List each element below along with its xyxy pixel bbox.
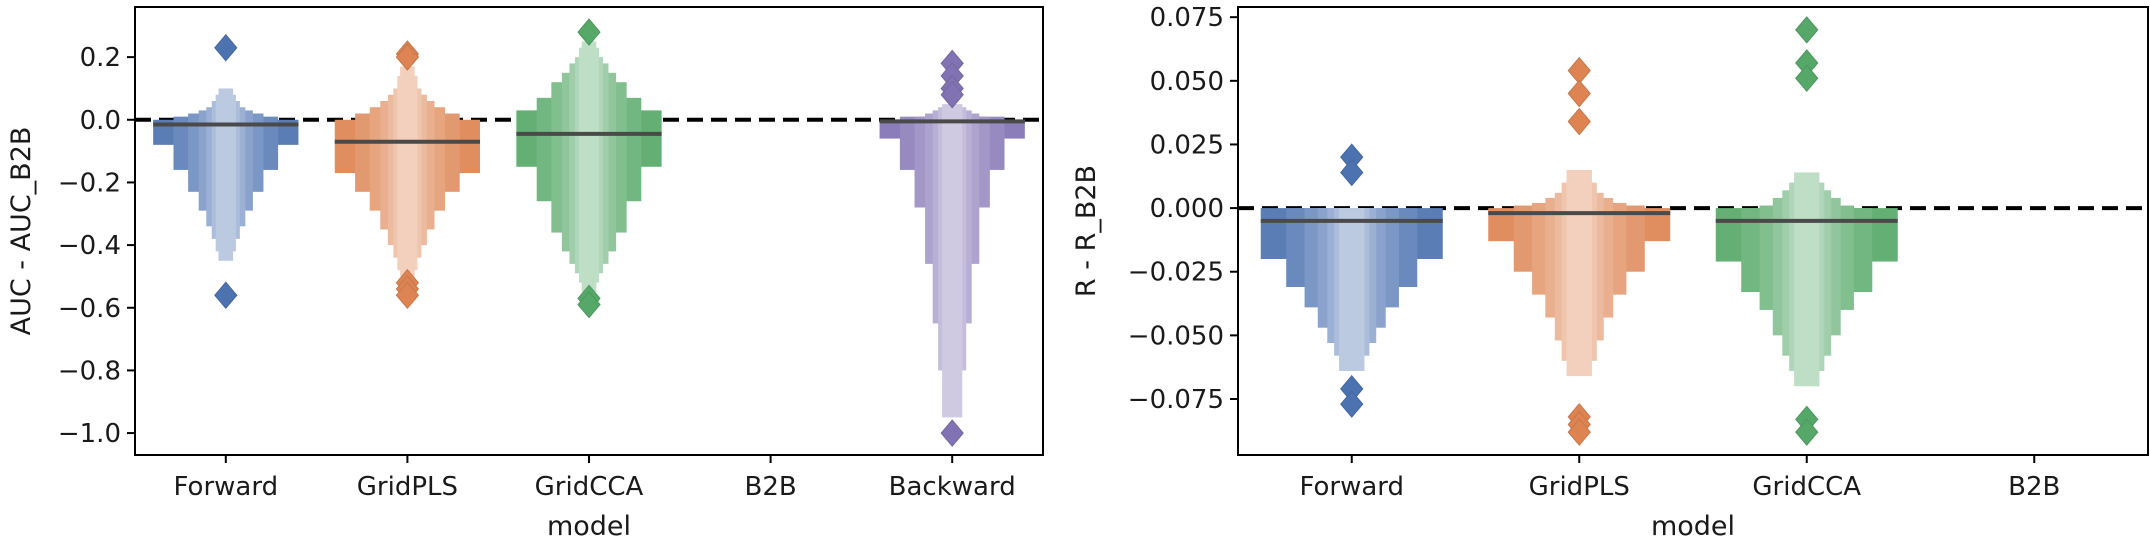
x-ticks: Forward GridPLS GridCCA B2B Backward (174, 455, 1016, 502)
boxen-gridpls (334, 40, 481, 309)
x-tick-label: GridPLS (357, 472, 458, 502)
x-tick-label: Forward (1299, 472, 1404, 502)
y-tick-label: −0.6 (58, 294, 121, 324)
y-tick-label: −0.050 (1128, 321, 1224, 351)
boxen-forward (153, 33, 299, 309)
outlier-point (940, 80, 964, 109)
boxen-level-box (1566, 169, 1592, 377)
outlier-point (395, 281, 420, 309)
boxen-forward (1260, 143, 1443, 418)
x-tick-label: GridCCA (535, 472, 644, 502)
boxen-level-box (1339, 208, 1365, 371)
outlier-point (1795, 16, 1819, 44)
outlier-point (1567, 56, 1591, 85)
outlier-point (395, 43, 420, 71)
outlier-point (214, 33, 238, 62)
chart-right: 0.075 0.050 0.025 0.000 −0.025 −0.050 −0.075 F… (1071, 3, 2149, 542)
y-axis-label: R - R_B2B (1071, 165, 1102, 297)
y-axis-label: AUC - AUC_B2B (6, 127, 37, 336)
outlier-point (577, 290, 601, 319)
x-tick-label: GridPLS (1529, 472, 1630, 502)
x-tick-label: Forward (174, 472, 279, 502)
boxen-backward (879, 49, 1025, 447)
boxen-level-box (218, 88, 234, 261)
y-tick-label: −1.0 (58, 419, 121, 449)
boxen-gridcca (516, 18, 662, 319)
boxen-level-box (942, 104, 963, 418)
boxen-level-box (400, 66, 415, 277)
y-tick-label: 0.000 (1150, 194, 1224, 224)
outlier-point (940, 419, 964, 447)
outlier-point (1795, 64, 1819, 93)
x-axis-label: model (1651, 511, 1735, 542)
y-tick-label: 0.025 (1150, 130, 1224, 160)
y-tick-label: 0.0 (80, 106, 121, 136)
boxen-group (153, 18, 1025, 447)
y-tick-label: −0.2 (58, 168, 121, 198)
outlier-point (1340, 390, 1364, 418)
outlier-point (1340, 158, 1364, 187)
y-tick-label: −0.075 (1128, 385, 1224, 415)
x-tick-label: Backward (889, 472, 1016, 502)
boxen-gridcca (1715, 16, 1898, 446)
boxen-level-box (1794, 172, 1820, 387)
boxen-level-box (581, 41, 597, 293)
y-tick-label: −0.8 (58, 356, 121, 386)
outlier-point (1567, 418, 1591, 446)
outlier-point (577, 18, 601, 46)
outlier-point (1567, 107, 1591, 136)
plot-frame (1237, 6, 2149, 456)
x-axis-label: model (547, 511, 631, 542)
y-ticks: 0.2 0.0 −0.2 −0.4 −0.6 −0.8 −1.0 (58, 43, 135, 449)
outlier-point (214, 281, 238, 309)
x-tick-label: B2B (744, 472, 796, 502)
y-tick-label: 0.2 (80, 43, 121, 73)
y-tick-label: 0.050 (1150, 67, 1224, 97)
y-tick-label: −0.4 (58, 231, 121, 261)
x-tick-label: GridCCA (1752, 472, 1861, 502)
x-ticks: Forward GridPLS GridCCA B2B (1299, 455, 2060, 502)
outlier-point (1795, 418, 1819, 446)
x-tick-label: B2B (2008, 472, 2060, 502)
y-ticks: 0.075 0.050 0.025 0.000 −0.025 −0.050 −0.075 (1128, 3, 1238, 415)
y-tick-label: −0.025 (1128, 258, 1224, 288)
boxen-gridpls (1488, 56, 1671, 446)
outlier-point (1567, 79, 1591, 108)
boxen-group (1260, 16, 1898, 446)
y-tick-label: 0.075 (1150, 3, 1224, 33)
chart-left: 0.2 0.0 −0.2 −0.4 −0.6 −0.8 −1.0 Forward GridPL… (6, 6, 1044, 542)
